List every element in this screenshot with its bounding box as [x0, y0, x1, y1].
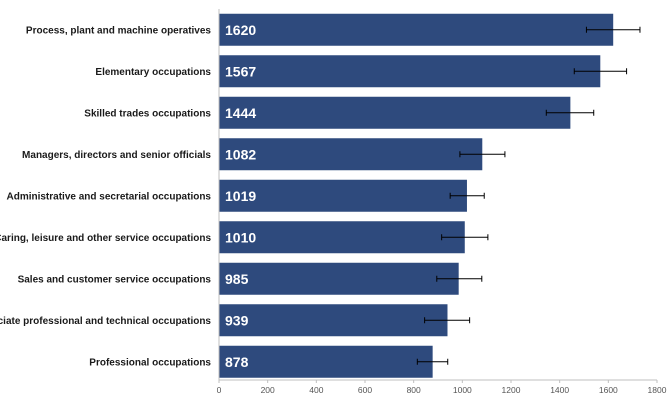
- error-bars-group: [416, 26, 641, 365]
- x-tick-label: 200: [261, 385, 275, 395]
- x-tick-label: 1400: [550, 385, 569, 395]
- category-label: Managers, directors and senior officials: [22, 150, 211, 161]
- category-labels-group: Process, plant and machine operatives Ele…: [0, 25, 211, 368]
- bar: [219, 345, 433, 378]
- bar: [219, 179, 467, 212]
- bar: [219, 221, 465, 254]
- data-label: 1567: [225, 63, 256, 79]
- x-tick-label: 600: [358, 385, 372, 395]
- bar: [219, 262, 459, 295]
- value-labels-group: 1620 1567 1444 1082 1019 1010 985 939 878: [225, 22, 256, 370]
- x-tick-label: 1800: [648, 385, 667, 395]
- bar: [219, 304, 448, 337]
- data-label: 1082: [225, 146, 256, 162]
- category-label: Associate professional and technical occ…: [0, 316, 211, 327]
- x-tick-label: 800: [407, 385, 421, 395]
- x-tick-label: 0: [217, 385, 222, 395]
- category-label: Administrative and secretarial occupatio…: [6, 191, 211, 202]
- category-label: Caring, leisure and other service occupa…: [0, 233, 211, 244]
- data-label: 1444: [225, 105, 256, 121]
- bar: [219, 13, 614, 46]
- bar: [219, 55, 601, 88]
- category-label: Professional occupations: [89, 357, 211, 368]
- bar: [219, 138, 483, 171]
- category-label: Process, plant and machine operatives: [26, 25, 212, 36]
- bars-group: [219, 13, 614, 378]
- bar: [219, 96, 571, 129]
- data-label: 985: [225, 271, 249, 287]
- category-label: Elementary occupations: [95, 67, 211, 78]
- data-label: 1019: [225, 188, 256, 204]
- data-label: 1010: [225, 229, 256, 245]
- x-tick-label: 1200: [502, 385, 521, 395]
- x-tick-label: 1600: [599, 385, 618, 395]
- x-tick-label: 400: [309, 385, 323, 395]
- data-label: 939: [225, 312, 249, 328]
- category-label: Skilled trades occupations: [84, 108, 211, 119]
- data-label: 1620: [225, 22, 256, 38]
- category-label: Sales and customer service occupations: [18, 274, 212, 285]
- data-label: 878: [225, 354, 249, 370]
- x-axis: 0 200 400 600 800 1000 1200 1400 1600 1800: [217, 9, 667, 395]
- x-tick-label: 1000: [453, 385, 472, 395]
